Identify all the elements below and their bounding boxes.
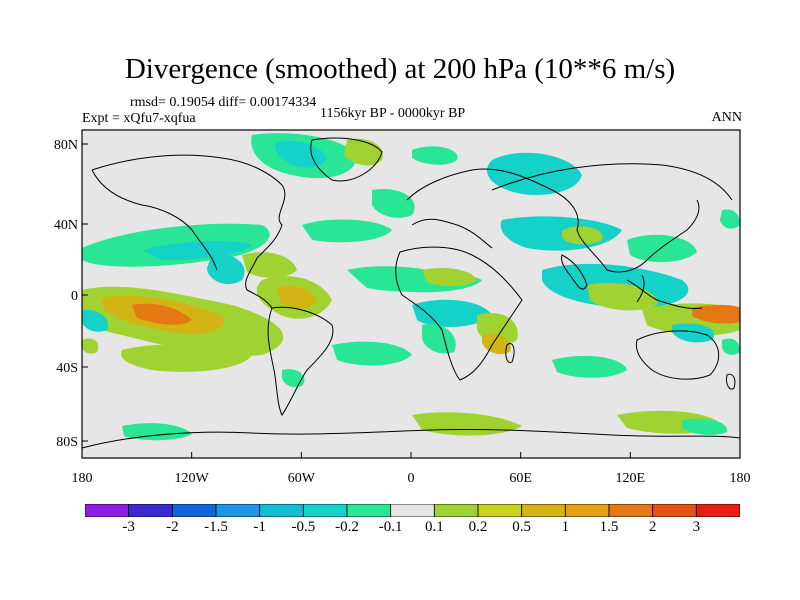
lon-tick-label: 120E [616,471,646,486]
colorbar-swatch [346,504,392,517]
contour-blob [482,333,511,355]
lat-tick-label: 40N [54,218,78,233]
colorbar-label: 1 [561,519,570,535]
contour-blob [487,152,582,195]
contour-blob [682,418,728,435]
colorbar-label: -1.5 [204,519,228,535]
contour-blob [142,240,252,260]
colorbar-labels: -3 -2 -1.5 -1 -0.5 -0.2 -0.1 0.1 0.2 0.5 1 1.5 2 3 [85,519,740,539]
colorbar-label: 1.5 [599,519,619,535]
coast-new-zealand [726,373,736,390]
colorbar-label: -3 [122,519,135,535]
contour-blob [132,303,192,325]
contour-blob [422,268,477,287]
contour-blob [552,355,627,378]
contour-blob [372,189,415,218]
lon-tick-label: 60W [288,471,316,486]
time-period-label: 1156kyr BP - 0000kyr BP [320,106,466,121]
contour-blob [207,254,245,285]
divergence-map: 80N 40N 0 40S 80S 180 120W 60W 0 60E 120E 180 [54,129,751,486]
coast-india [561,254,588,290]
coast-north-america [91,154,286,309]
map-panel: 80N 40N 0 40S 80S 180 120W 60W 0 60E 120E 180 [54,129,751,486]
colorbar-swatch [564,504,610,517]
lat-tick-label: 0 [71,289,78,304]
contour-blob [627,234,697,263]
colorbar-label: 2 [648,519,657,535]
lat-tick-label: 80S [56,435,78,450]
colorbar-swatch [652,504,697,517]
colorbar-label: -0.1 [378,519,403,535]
colorbar-label: -0.5 [291,519,316,535]
lon-tick-label: 60E [509,471,532,486]
colorbar-swatch [521,504,566,517]
contour-blob [121,344,253,372]
coast-se-asia [626,274,703,309]
contour-blob [672,323,715,343]
plot-title: Divergence (smoothed) at 200 hPa (10**6 … [124,53,676,85]
colorbar-swatch [695,504,740,517]
colorbar-swatch [259,504,304,517]
colorbar-swatch [390,504,435,517]
contour-blob [412,299,492,327]
colorbar-swatch [128,504,173,517]
contour-blob [122,423,192,441]
colorbar-label: -1 [253,519,266,535]
lat-tick-label: 40S [56,361,78,376]
colorbar-swatch [171,504,217,517]
contour-blob [562,226,603,245]
colorbar-label: -2 [166,519,179,535]
lat-tick-label: 80N [54,138,78,153]
coast-australia [635,330,720,380]
contour-blob [242,252,297,278]
colorbar-swatch [85,504,130,517]
colorbar-swatch [302,504,348,517]
experiment-label: Expt = xQfu7-xqfua [82,111,196,126]
lon-tick-label: 0 [408,471,415,486]
colorbar-label: 3 [692,519,701,535]
coast-madagascar [505,343,515,364]
contour-blob [277,285,317,309]
coast-antarctica [81,428,741,449]
contour-blob [82,338,99,354]
contour-blob [421,324,456,354]
lon-tick-label: 180 [730,471,751,486]
colorbar-label: 0.1 [424,519,444,535]
colorbar-swatch [608,504,654,517]
rmsd-diff-stats: rmsd= 0.19054 diff= 0.00174334 [130,95,317,110]
contour-blob [82,309,108,332]
season-label: ANN [711,110,742,125]
colorbar-label: 0.5 [512,519,532,535]
coast-europe [406,168,553,249]
contour-blob [302,219,392,243]
axis-ticks: 80N 40N 0 40S 80S 180 120W 60W 0 60E 120E 180 [54,138,751,486]
coastlines [81,137,741,449]
contour-blob [412,146,458,165]
colorbar-label: -0.2 [335,519,359,535]
coast-greenland [310,137,383,182]
contour-blob [692,304,740,324]
coast-africa [395,246,523,381]
colorbar-label: 0.2 [468,519,488,535]
colorbar [85,504,740,517]
contour-blob [722,338,740,355]
contour-blob [281,369,305,388]
lon-tick-label: 180 [72,471,93,486]
colorbar-swatch [477,504,523,517]
contour-blob [332,341,412,366]
coast-south-america [267,306,334,416]
coast-asia [491,163,733,273]
contour-blob [587,282,658,311]
colorbar-swatch [215,504,261,517]
contour-blob [720,209,740,229]
lon-tick-label: 120W [175,471,210,486]
colorbar-swatch [433,504,479,517]
contour-fills [82,133,740,441]
